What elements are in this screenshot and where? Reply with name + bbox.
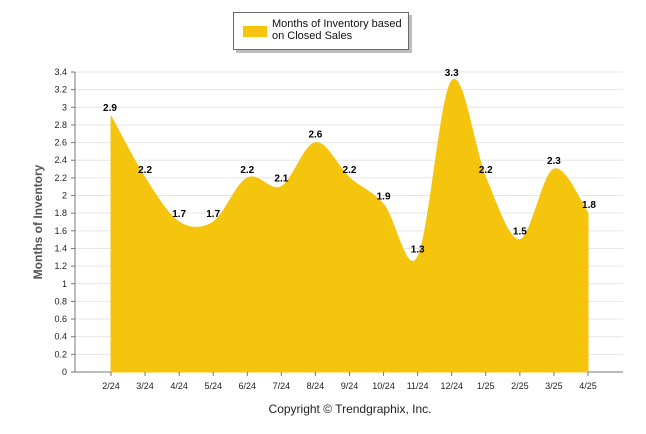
data-label: 1.7 — [172, 209, 186, 220]
x-axis-tick-label: 4/24 — [170, 381, 188, 391]
y-axis-tick-label: 2.4 — [54, 155, 67, 165]
y-axis-tick-label: 1.6 — [54, 226, 67, 236]
data-label: 2.1 — [274, 174, 288, 185]
y-axis-tick-label: 3.2 — [54, 85, 67, 95]
x-axis-tick-label: 2/24 — [102, 381, 120, 391]
x-axis-tick-label: 10/24 — [372, 381, 395, 391]
x-axis-tick-label: 5/24 — [204, 381, 222, 391]
legend-label: Months of Inventory based on Closed Sale… — [272, 18, 402, 42]
y-axis-tick-label: 1.2 — [54, 261, 67, 271]
x-axis-tick-label: 1/25 — [477, 381, 495, 391]
x-axis-tick-label: 7/24 — [273, 381, 291, 391]
data-label: 2.9 — [103, 103, 117, 114]
data-label: 2.3 — [547, 156, 561, 167]
data-label: 1.9 — [377, 191, 391, 202]
data-label: 2.2 — [343, 165, 357, 176]
y-axis-tick-label: 1 — [62, 279, 67, 289]
data-label: 2.2 — [240, 165, 254, 176]
data-label: 1.8 — [582, 200, 596, 211]
y-axis-tick-label: 2 — [62, 191, 67, 201]
y-axis-tick-label: 2.6 — [54, 138, 67, 148]
x-axis-tick-label: 8/24 — [307, 381, 325, 391]
x-axis-tick-label: 9/24 — [341, 381, 359, 391]
y-axis-tick-label: 0.4 — [54, 332, 67, 342]
data-label: 2.6 — [308, 130, 322, 141]
y-axis-tick-label: 1.4 — [54, 243, 67, 253]
y-axis-tick-label: 3.4 — [54, 67, 67, 77]
y-axis-tick-label: 0.2 — [54, 349, 67, 359]
chart-legend: Months of Inventory based on Closed Sale… — [233, 12, 409, 50]
y-axis-title: Months of Inventory — [31, 164, 45, 279]
y-axis-tick-label: 2.8 — [54, 120, 67, 130]
x-axis-tick-label: 12/24 — [440, 381, 463, 391]
y-axis-tick-label: 1.8 — [54, 208, 67, 218]
legend-swatch — [243, 26, 267, 37]
y-axis-tick-label: 3 — [62, 102, 67, 112]
series-area — [110, 78, 589, 373]
data-label: 1.7 — [206, 209, 220, 220]
data-label: 1.3 — [411, 244, 425, 255]
data-label: 2.2 — [479, 165, 493, 176]
x-axis-tick-label: 3/25 — [545, 381, 563, 391]
data-label: 2.2 — [138, 165, 152, 176]
x-axis-tick-label: 3/24 — [136, 381, 154, 391]
x-axis-tick-label: 11/24 — [407, 381, 429, 391]
copyright-text: Copyright © Trendgraphix, Inc. — [268, 402, 432, 416]
y-axis-tick-label: 0 — [62, 367, 67, 377]
y-axis-tick-label: 2.2 — [54, 173, 67, 183]
data-label: 3.3 — [445, 68, 459, 79]
data-label: 1.5 — [513, 227, 527, 238]
x-axis-tick-label: 6/24 — [239, 381, 257, 391]
x-axis-tick-label: 2/25 — [511, 381, 529, 391]
y-axis-tick-label: 0.8 — [54, 296, 67, 306]
x-axis-tick-label: 4/25 — [579, 381, 597, 391]
y-axis-tick-label: 0.6 — [54, 314, 67, 324]
